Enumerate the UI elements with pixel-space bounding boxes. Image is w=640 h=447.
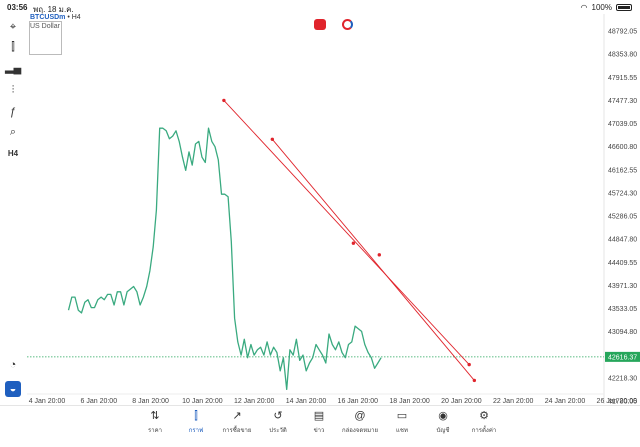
price-tick-label: 43533.05: [608, 306, 637, 313]
status-date: พฤ. 18 ม.ค.: [33, 5, 74, 14]
trend-line-2: [271, 138, 475, 381]
speedometer-icon[interactable]: ◔: [9, 359, 17, 371]
chart-icon: ⫿: [194, 410, 198, 422]
nav-account[interactable]: ◉ บัญชี: [423, 409, 463, 435]
price-tick-label: 43094.80: [608, 329, 637, 336]
price-tick-label: 45286.05: [608, 214, 637, 221]
time-tick-label: 4 Jan 20:00: [29, 398, 66, 405]
status-time: 03:56: [7, 3, 28, 12]
price-tick-label: 47477.30: [608, 98, 637, 105]
nav-label: ข่าว: [313, 428, 325, 434]
nav-chat[interactable]: ▭ แชท: [382, 409, 422, 435]
objects-icon[interactable]: ⌕: [9, 126, 17, 138]
current-price-tag: [605, 351, 640, 362]
price-tick-label: 46600.80: [608, 144, 637, 151]
symbol-name: BTCUSDm: [30, 14, 66, 21]
price-tick-label: 48792.05: [608, 29, 637, 36]
price-tick-label: 47039.05: [608, 121, 637, 128]
volume-icon[interactable]: ▂▄: [5, 62, 22, 74]
price-tick-label: 46162.55: [608, 167, 637, 174]
chat-icon: ▭: [396, 410, 408, 422]
top-icons: [314, 19, 353, 30]
color-scheme-icon[interactable]: [342, 19, 353, 30]
time-tick-label: 12 Jan 20:00: [234, 398, 275, 405]
nav-news[interactable]: ▤ ข่าว: [299, 409, 339, 435]
chart-type-icon[interactable]: ⫿: [11, 41, 15, 53]
symbol-description: US Dollar: [30, 23, 60, 30]
time-tick-label: 8 Jan 20:00: [132, 398, 169, 405]
trend-anchor-point: [270, 137, 275, 141]
mailbox-icon: @: [354, 410, 366, 422]
price-tick-label: 45724.30: [608, 190, 637, 197]
account-icon: ◉: [438, 410, 448, 422]
trend-anchor-point: [472, 378, 477, 383]
status-bar: 03:56 พฤ. 18 ม.ค. ◠ 100%: [0, 0, 640, 14]
symbol-header[interactable]: BTCUSDm • H4: [30, 14, 81, 21]
settings-icon: ⚙: [479, 410, 489, 422]
time-tick-label: 16 Jan 20:00: [338, 398, 379, 405]
one-click-trading-icon[interactable]: [314, 19, 326, 30]
price-chart[interactable]: 48792.05 48353.80 47915.55 47477.30 47039.05…: [0, 0, 640, 405]
time-tick-label: 22 Jan 20:00: [493, 398, 534, 405]
price-tick-label: 43971.30: [608, 283, 637, 290]
left-toolbar: ⌖ ⫿ ▂▄ ⫶ ƒ ⌕ H4: [0, 14, 26, 404]
nav-label: แชท: [396, 428, 408, 434]
price-tick-label: 41780.05: [608, 399, 637, 406]
symbol-separator: •: [67, 14, 70, 21]
nav-chart[interactable]: ⫿ กราฟ: [176, 409, 216, 435]
current-price-label: 42616.37: [608, 354, 637, 361]
nav-label: บัญชี: [436, 428, 450, 434]
battery-text: 100%: [591, 3, 612, 12]
trend-mid-point: [351, 241, 356, 245]
nav-mailbox[interactable]: @ กล่องจดหมาย: [340, 409, 380, 435]
time-tick-label: 26 Jan 20:00: [597, 398, 638, 405]
price-tick-label: 42218.30: [608, 375, 637, 382]
price-line-series: [67, 127, 382, 391]
nav-settings[interactable]: ⚙ การตั้งค่า: [464, 409, 504, 435]
timeframe-icon[interactable]: H4: [7, 149, 19, 158]
trend-line-1: [223, 100, 470, 365]
nav-label: การซื้อขาย: [222, 428, 252, 434]
news-icon: ▤: [313, 410, 325, 422]
trend-mid-point: [377, 253, 381, 257]
time-tick-label: 6 Jan 20:00: [81, 398, 118, 405]
history-icon: ↺: [273, 410, 283, 422]
price-tick-label: 44409.55: [608, 260, 637, 267]
time-tick-label: 24 Jan 20:00: [545, 398, 586, 405]
status-right: ◠ 100%: [581, 3, 632, 12]
quotes-icon: ⇅: [150, 410, 160, 422]
nav-label: ประวัติ: [269, 428, 287, 434]
trend-anchor-point: [467, 362, 471, 367]
indicators-icon[interactable]: ⫶: [11, 84, 15, 96]
nav-label: กล่องจดหมาย: [341, 428, 379, 434]
nav-history[interactable]: ↺ ประวัติ: [258, 409, 298, 435]
chart-preview-box[interactable]: [29, 21, 62, 55]
nav-trade[interactable]: ↗ การซื้อขาย: [217, 409, 257, 435]
bottom-nav: ⇅ ราคา ⫿ กราฟ ↗ การซื้อขาย ↺ ประวัติ ▤ ข่าว @ กล่อง…: [0, 405, 640, 447]
app-logo-icon[interactable]: ◒: [5, 381, 21, 397]
price-tick-label: 47915.55: [608, 75, 637, 82]
nav-quotes[interactable]: ⇅ ราคา: [135, 409, 175, 435]
time-tick-label: 14 Jan 20:00: [286, 398, 327, 405]
crosshair-icon[interactable]: ⌖: [9, 21, 17, 33]
nav-label: การตั้งค่า: [471, 428, 497, 434]
time-tick-label: 18 Jan 20:00: [389, 398, 430, 405]
trend-anchor-point: [222, 98, 226, 103]
nav-label: ราคา: [148, 428, 162, 434]
symbol-timeframe: H4: [71, 14, 81, 21]
nav-label: กราฟ: [188, 428, 204, 434]
price-tick-label: 44847.80: [608, 237, 637, 244]
time-tick-label: 10 Jan 20:00: [182, 398, 223, 405]
wifi-icon: ◠: [580, 3, 588, 12]
price-tick-label: 48353.80: [608, 52, 637, 59]
battery-icon: [616, 4, 632, 11]
function-icon[interactable]: ƒ: [9, 106, 17, 118]
time-tick-label: 20 Jan 20:00: [441, 398, 482, 405]
trade-icon: ↗: [232, 410, 242, 422]
